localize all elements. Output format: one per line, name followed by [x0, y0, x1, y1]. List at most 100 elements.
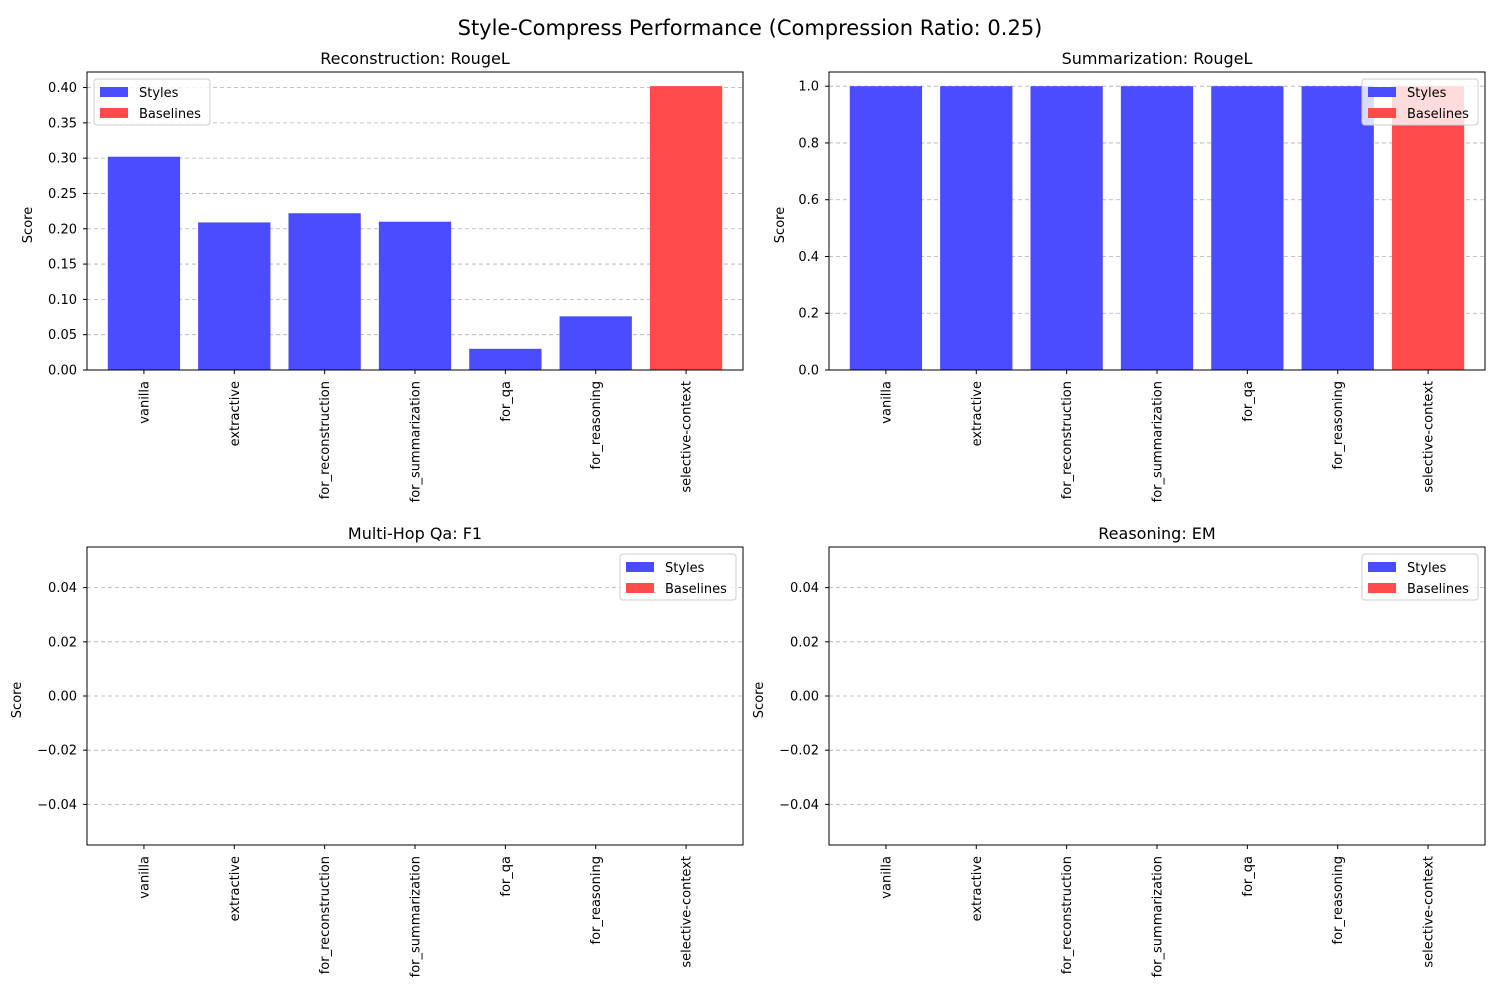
- x-tick-label: for_reasoning: [1331, 856, 1346, 944]
- x-tick-label: for_qa: [1241, 856, 1256, 897]
- y-tick-label: 0.4: [798, 250, 819, 265]
- y-tick-label: 0.15: [48, 258, 77, 273]
- x-tick-label: for_qa: [1241, 381, 1256, 422]
- bar-for_reasoning: [1301, 86, 1374, 370]
- bar-extractive: [940, 86, 1013, 370]
- y-tick-label: 0.02: [48, 635, 77, 650]
- y-tick-label: −0.04: [37, 798, 77, 813]
- x-tick-label: selective-context: [1422, 856, 1437, 968]
- x-tick-label: for_qa: [499, 856, 514, 897]
- y-tick-label: 0.00: [48, 690, 77, 705]
- x-tick-label: vanilla: [137, 856, 152, 899]
- y-axis-label: Score: [21, 207, 36, 243]
- x-tick-label: vanilla: [879, 856, 894, 899]
- x-tick-label: selective-context: [1422, 381, 1437, 493]
- x-tick-label: extractive: [970, 856, 985, 921]
- y-tick-label: −0.04: [779, 798, 819, 813]
- bar-selective-context: [1391, 86, 1465, 370]
- x-tick-label: for_reconstruction: [1060, 381, 1075, 499]
- x-tick-label: for_summarization: [409, 381, 424, 502]
- y-tick-label: 0.25: [48, 187, 77, 202]
- legend-swatch-baselines: [1368, 583, 1396, 593]
- bar-for_qa: [469, 348, 542, 370]
- x-tick-label: for_reconstruction: [318, 856, 333, 974]
- x-tick-label: for_summarization: [409, 856, 424, 977]
- subplot-title: Reconstruction: RougeL: [320, 49, 510, 68]
- legend-label: Baselines: [1407, 582, 1469, 597]
- legend: Styles Baselines: [619, 553, 737, 601]
- y-tick-label: 0.05: [48, 328, 77, 343]
- bar-vanilla: [849, 86, 923, 370]
- legend-swatch-styles: [1368, 562, 1396, 572]
- legend-swatch-styles: [1368, 87, 1396, 97]
- x-tick-label: vanilla: [137, 381, 152, 424]
- x-tick-label: for_summarization: [1151, 381, 1166, 502]
- y-tick-label: −0.02: [779, 744, 819, 759]
- y-tick-label: 0.00: [790, 690, 819, 705]
- bar-for_reconstruction: [1030, 86, 1103, 370]
- subplot-2: 0.0 0.2 0.4 0.6 0.8 1.0 vanilla extractive for_r…: [773, 49, 1486, 502]
- x-tick-label: for_qa: [499, 381, 514, 422]
- bar-for_reconstruction: [288, 213, 361, 370]
- bar-for_summarization: [378, 221, 452, 370]
- legend: Styles Baselines: [93, 78, 211, 126]
- legend-label: Styles: [665, 561, 705, 576]
- legend-label: Baselines: [1407, 107, 1469, 122]
- x-tick-label: vanilla: [879, 381, 894, 424]
- y-tick-label: 0.02: [790, 635, 819, 650]
- subplot-title: Multi-Hop Qa: F1: [348, 524, 482, 543]
- subplot-title: Summarization: RougeL: [1062, 49, 1253, 68]
- subplot-1: 0.00 0.05 0.10 0.15 0.20 0.25 0.30 0.35 0.40 vani…: [21, 49, 744, 502]
- subplot-3: −0.04 −0.02 0.00 0.02 0.04 vanilla extractive f…: [10, 524, 744, 977]
- y-tick-label: 0.0: [798, 364, 819, 379]
- legend-label: Baselines: [139, 107, 201, 122]
- bar-for_reasoning: [559, 316, 632, 370]
- legend-swatch-baselines: [1368, 108, 1396, 118]
- y-tick-label: 1.0: [798, 80, 819, 95]
- y-tick-label: 0.40: [48, 81, 77, 96]
- figure-title: Style-Compress Performance (Compression …: [458, 16, 1043, 40]
- x-tick-label: for_reasoning: [589, 856, 604, 944]
- y-axis-label: Score: [10, 682, 25, 718]
- y-tick-label: 0.8: [798, 136, 819, 151]
- y-tick-label: −0.02: [37, 744, 77, 759]
- bar-selective-context: [649, 86, 723, 370]
- y-tick-label: 0.00: [48, 364, 77, 379]
- legend-label: Styles: [139, 86, 179, 101]
- bar-vanilla: [107, 156, 181, 370]
- y-tick-label: 0.6: [798, 193, 819, 208]
- x-tick-label: for_reasoning: [1331, 381, 1346, 469]
- legend: Styles Baselines: [1361, 78, 1479, 126]
- y-axis-label: Score: [773, 207, 788, 243]
- legend: Styles Baselines: [1361, 553, 1479, 601]
- bar-for_summarization: [1120, 86, 1194, 370]
- y-axis-label: Score: [752, 682, 767, 718]
- legend-swatch-baselines: [626, 583, 654, 593]
- legend-swatch-baselines: [100, 108, 128, 118]
- y-tick-label: 0.30: [48, 152, 77, 167]
- x-tick-label: extractive: [228, 381, 243, 446]
- x-tick-label: for_reasoning: [589, 381, 604, 469]
- bar-extractive: [198, 222, 271, 370]
- subplot-title: Reasoning: EM: [1098, 524, 1215, 543]
- x-tick-label: extractive: [228, 856, 243, 921]
- y-tick-label: 0.20: [48, 222, 77, 237]
- y-tick-label: 0.35: [48, 116, 77, 131]
- y-tick-label: 0.04: [48, 581, 77, 596]
- x-tick-label: selective-context: [680, 381, 695, 493]
- x-tick-label: for_reconstruction: [318, 381, 333, 499]
- legend-label: Styles: [1407, 561, 1447, 576]
- legend-label: Styles: [1407, 86, 1447, 101]
- x-tick-label: for_summarization: [1151, 856, 1166, 977]
- x-tick-label: extractive: [970, 381, 985, 446]
- legend-swatch-styles: [626, 562, 654, 572]
- x-tick-label: selective-context: [680, 856, 695, 968]
- y-tick-label: 0.04: [790, 581, 819, 596]
- y-tick-label: 0.2: [798, 307, 819, 322]
- bar-for_qa: [1211, 86, 1284, 370]
- legend-label: Baselines: [665, 582, 727, 597]
- y-tick-label: 0.10: [48, 293, 77, 308]
- subplot-4: −0.04 −0.02 0.00 0.02 0.04 vanilla extractive f…: [752, 524, 1486, 977]
- x-tick-label: for_reconstruction: [1060, 856, 1075, 974]
